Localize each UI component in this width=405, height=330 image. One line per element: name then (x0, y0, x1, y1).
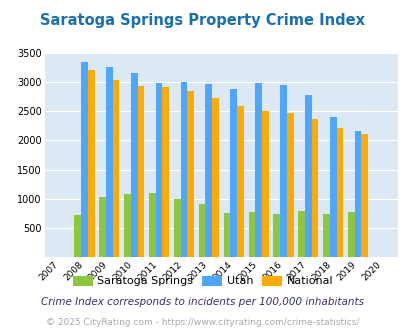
Bar (173, 199, 180, 257)
Bar (298, 211, 304, 257)
Bar (322, 214, 329, 257)
Bar (311, 119, 318, 257)
Bar (248, 212, 255, 257)
Bar (347, 212, 354, 257)
Bar (124, 194, 130, 257)
Bar (162, 87, 169, 257)
Bar (286, 113, 293, 257)
Bar (180, 82, 187, 257)
Bar (113, 80, 119, 257)
Bar (149, 193, 156, 257)
Bar (156, 83, 162, 257)
Bar (261, 111, 268, 257)
Bar (99, 197, 106, 257)
Text: Saratoga Springs Property Crime Index: Saratoga Springs Property Crime Index (40, 13, 364, 28)
Bar (304, 95, 311, 257)
Bar (230, 89, 237, 257)
Bar (329, 116, 336, 257)
Bar (223, 213, 230, 257)
Bar (74, 215, 81, 257)
Legend: Saratoga Springs, Utah, National: Saratoga Springs, Utah, National (68, 271, 337, 291)
Bar (106, 67, 113, 257)
Bar (137, 85, 144, 257)
Bar (255, 83, 261, 257)
Bar (279, 85, 286, 257)
Text: Crime Index corresponds to incidents per 100,000 inhabitants: Crime Index corresponds to incidents per… (41, 297, 364, 307)
Bar (360, 134, 367, 257)
Bar (354, 131, 360, 257)
Text: © 2025 CityRating.com - https://www.cityrating.com/crime-statistics/: © 2025 CityRating.com - https://www.city… (46, 318, 359, 327)
Bar (187, 90, 194, 257)
Bar (237, 106, 243, 257)
Bar (212, 98, 218, 257)
Bar (273, 214, 279, 257)
Bar (81, 62, 87, 257)
Bar (205, 84, 212, 257)
Bar (130, 73, 137, 257)
Bar (198, 204, 205, 257)
Bar (87, 70, 94, 257)
Bar (336, 128, 343, 257)
